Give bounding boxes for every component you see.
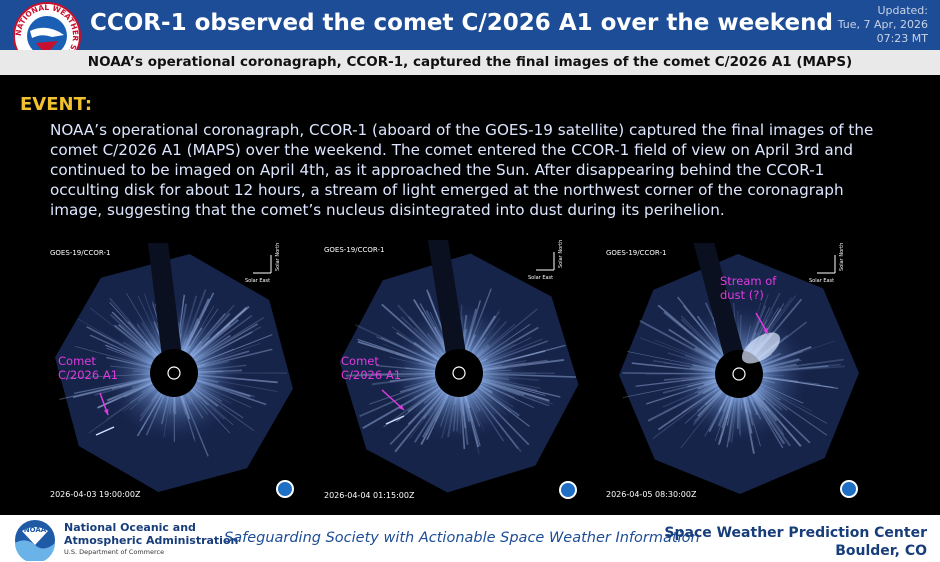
center-name: Space Weather Prediction Center — [664, 525, 927, 541]
instrument-label: GOES-19/CCOR-1 — [606, 249, 666, 257]
tagline: Safeguarding Society with Actionable Spa… — [224, 530, 700, 546]
noaa-mini-logo — [278, 482, 292, 496]
solar-north-label: Solar North — [558, 240, 564, 268]
annotation: Comet — [58, 354, 96, 368]
timestamp: 2026-04-05 08:30:00Z — [606, 490, 697, 499]
annotation: C/2026 A1 — [341, 368, 401, 382]
pylon — [693, 243, 749, 377]
noaa-mini-logo — [842, 482, 856, 496]
annotation: Comet — [341, 354, 379, 368]
occulter — [435, 349, 483, 397]
event-text: NOAA’s operational coronagraph, CCOR-1 (… — [50, 121, 874, 219]
comet-streak — [385, 415, 405, 425]
occulter — [150, 349, 198, 397]
location: Boulder, CO — [835, 543, 927, 559]
coronagraph-panel: GOES-19/CCOR-1 Solar North Solar East 2026-… — [44, 243, 301, 505]
updated-date: Tue, 7 Apr, 2026 — [837, 18, 928, 31]
sun-outline — [452, 366, 466, 380]
subtitle: NOAA’s operational coronagraph, CCOR-1, … — [0, 50, 940, 75]
footer: NOAA National Oceanic and Atmospheric Ad… — [0, 515, 940, 562]
timestamp: 2026-04-04 01:15:00Z — [324, 491, 415, 500]
pylon — [147, 243, 184, 375]
dust-stream — [741, 332, 781, 364]
sun-outline — [732, 367, 746, 381]
instrument-label: GOES-19/CCOR-1 — [50, 249, 110, 257]
annotation: Stream of — [720, 274, 777, 288]
coronagraph-panel: GOES-19/CCOR-1 Solar North Solar East 2026-… — [600, 243, 865, 505]
event-label: EVENT: — [20, 94, 93, 115]
pylon — [427, 240, 469, 375]
header-bar: NATIONAL WEATHER SERVICE CCOR-1 observed… — [0, 0, 940, 70]
solar-east-label: Solar East — [809, 278, 834, 284]
org-line: Atmospheric Administration — [64, 534, 239, 547]
updated-label: Updated: — [877, 4, 928, 17]
instrument-label: GOES-19/CCOR-1 — [324, 246, 384, 254]
comet-streak — [95, 426, 115, 436]
noaa-logo: NOAA — [15, 520, 55, 561]
annotation: C/2026 A1 — [58, 368, 118, 382]
solar-east-label: Solar East — [245, 278, 270, 284]
timestamp: 2026-04-03 19:00:00Z — [50, 490, 141, 499]
org-line: National Oceanic and — [64, 521, 196, 534]
solar-north-label: Solar North — [275, 243, 281, 271]
annotation-arrowhead — [763, 328, 768, 334]
solar-north-label: Solar North — [839, 243, 845, 271]
sun-outline — [167, 366, 181, 380]
solar-east-label: Solar East — [528, 275, 553, 281]
noaa-mini-logo — [561, 483, 575, 497]
coronagraph-panel: GOES-19/CCOR-1 Solar North Solar East 2026-… — [318, 240, 584, 506]
annotation-arrowhead — [103, 409, 109, 415]
updated-time: 07:23 MT — [876, 32, 928, 45]
annotation-arrowhead — [398, 404, 404, 410]
noaa-logo-text: NOAA — [24, 526, 47, 534]
annotation: dust (?) — [720, 288, 764, 302]
department: U.S. Department of Commerce — [64, 548, 165, 556]
title: CCOR-1 observed the comet C/2026 A1 over… — [90, 10, 833, 36]
